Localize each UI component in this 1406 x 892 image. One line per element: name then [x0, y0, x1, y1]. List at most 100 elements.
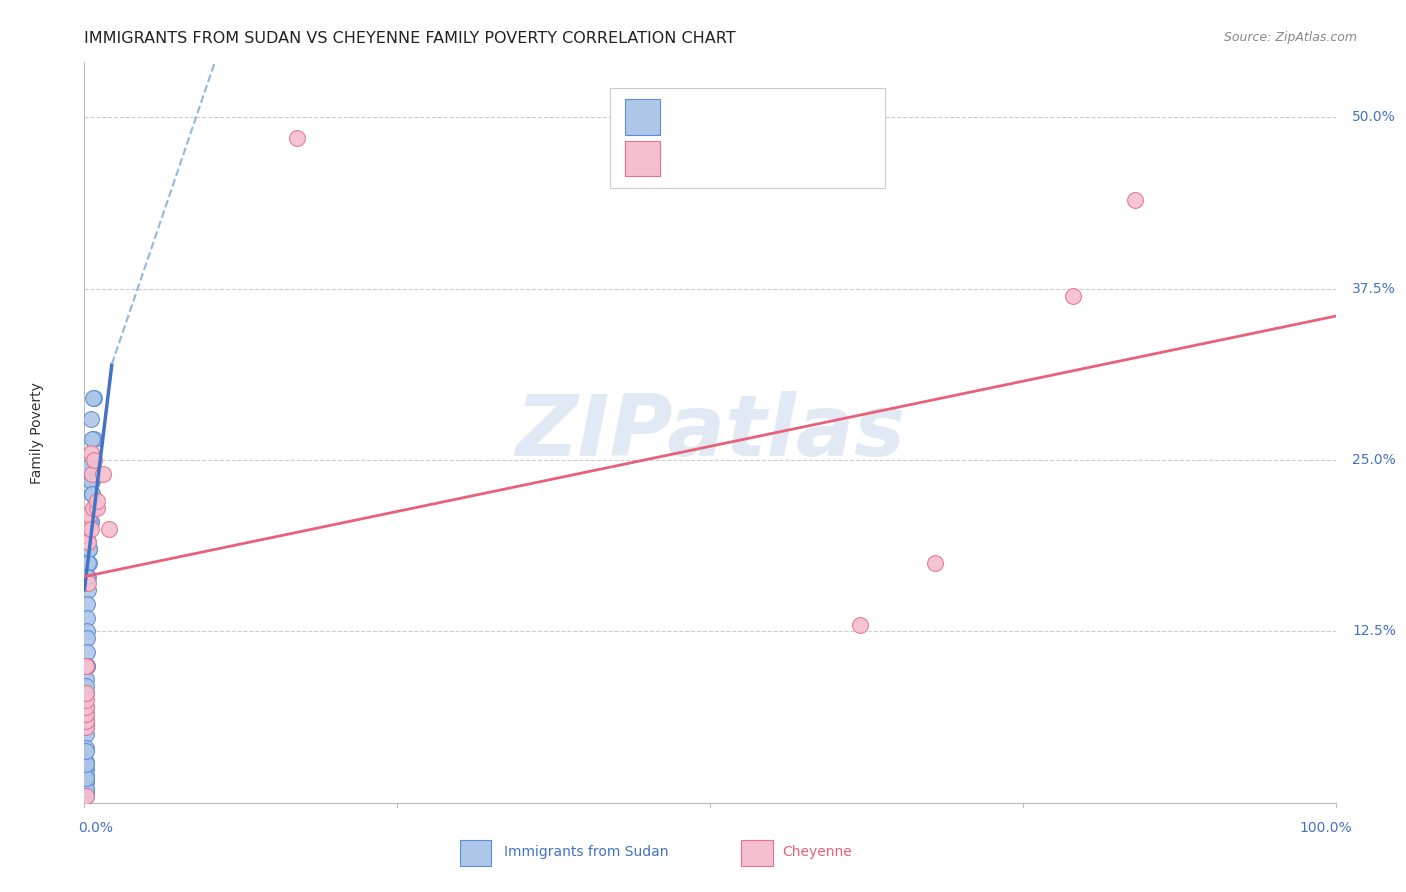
Point — [76, 610, 98, 624]
Point — [79, 508, 101, 522]
Point — [80, 487, 103, 501]
Point — [924, 556, 946, 570]
Text: Cheyenne: Cheyenne — [783, 846, 852, 859]
Point — [75, 693, 97, 707]
Point — [79, 515, 101, 529]
Point — [75, 686, 97, 700]
Point — [75, 720, 97, 734]
Point — [77, 535, 100, 549]
Point — [75, 673, 97, 687]
Point — [83, 392, 105, 406]
Point — [285, 131, 308, 145]
Point — [82, 392, 104, 406]
Point — [75, 741, 97, 756]
Point — [77, 583, 100, 598]
Text: ZIPatlas: ZIPatlas — [515, 391, 905, 475]
FancyBboxPatch shape — [624, 141, 659, 177]
Point — [75, 515, 97, 529]
Point — [86, 494, 108, 508]
Point — [79, 412, 101, 426]
Text: 50.0%: 50.0% — [1353, 111, 1396, 124]
Point — [76, 597, 98, 611]
Point — [83, 453, 105, 467]
FancyBboxPatch shape — [610, 88, 886, 188]
Point — [75, 775, 97, 789]
Point — [77, 535, 100, 549]
Point — [75, 522, 97, 536]
Text: Family Poverty: Family Poverty — [30, 382, 44, 483]
Text: 25.0%: 25.0% — [1353, 453, 1396, 467]
Point — [75, 720, 97, 734]
Text: Source: ZipAtlas.com: Source: ZipAtlas.com — [1223, 31, 1357, 45]
Point — [77, 576, 100, 591]
Point — [75, 768, 97, 782]
Text: IMMIGRANTS FROM SUDAN VS CHEYENNE FAMILY POVERTY CORRELATION CHART: IMMIGRANTS FROM SUDAN VS CHEYENNE FAMILY… — [84, 31, 735, 46]
Point — [75, 789, 97, 803]
Point — [75, 782, 97, 797]
Point — [75, 714, 97, 728]
Point — [79, 522, 101, 536]
Point — [86, 501, 108, 516]
Point — [1125, 193, 1147, 207]
Point — [77, 569, 100, 583]
Point — [75, 789, 97, 803]
Point — [79, 515, 101, 529]
Point — [75, 785, 97, 799]
Text: N = 29: N = 29 — [773, 150, 841, 168]
Text: Immigrants from Sudan: Immigrants from Sudan — [503, 846, 668, 859]
Point — [76, 632, 98, 646]
Text: R = 0.403: R = 0.403 — [671, 150, 761, 168]
Point — [77, 556, 100, 570]
Point — [75, 658, 97, 673]
Point — [75, 782, 97, 797]
Point — [75, 706, 97, 721]
Point — [75, 699, 97, 714]
Point — [76, 569, 98, 583]
Point — [79, 515, 101, 529]
Point — [91, 467, 114, 481]
Point — [75, 755, 97, 769]
Point — [82, 459, 104, 474]
Point — [75, 762, 97, 776]
Point — [75, 757, 97, 772]
Point — [76, 645, 98, 659]
Point — [83, 501, 105, 516]
Point — [1062, 288, 1084, 302]
Point — [76, 658, 98, 673]
Point — [79, 556, 101, 570]
Point — [75, 706, 97, 721]
Point — [76, 658, 98, 673]
Point — [75, 686, 97, 700]
Text: R = 0.533: R = 0.533 — [671, 108, 761, 127]
Point — [80, 433, 103, 447]
Point — [98, 522, 121, 536]
Point — [75, 528, 97, 542]
Text: N = 53: N = 53 — [773, 108, 841, 127]
Point — [80, 467, 103, 481]
Point — [80, 487, 103, 501]
FancyBboxPatch shape — [460, 840, 491, 866]
Point — [849, 617, 872, 632]
Point — [75, 686, 97, 700]
Point — [75, 699, 97, 714]
FancyBboxPatch shape — [624, 99, 659, 135]
Point — [83, 433, 105, 447]
Point — [79, 459, 101, 474]
Point — [75, 744, 97, 758]
Point — [75, 679, 97, 693]
FancyBboxPatch shape — [741, 840, 773, 866]
Text: 37.5%: 37.5% — [1353, 282, 1396, 295]
Point — [76, 624, 98, 639]
Point — [75, 714, 97, 728]
Point — [79, 542, 101, 557]
Point — [75, 706, 97, 721]
Point — [82, 501, 104, 516]
Point — [79, 474, 101, 488]
Point — [75, 658, 97, 673]
Point — [75, 771, 97, 785]
Text: 0.0%: 0.0% — [79, 822, 112, 835]
Text: 12.5%: 12.5% — [1353, 624, 1396, 639]
Point — [79, 542, 101, 557]
Point — [75, 788, 97, 802]
Point — [79, 446, 101, 460]
